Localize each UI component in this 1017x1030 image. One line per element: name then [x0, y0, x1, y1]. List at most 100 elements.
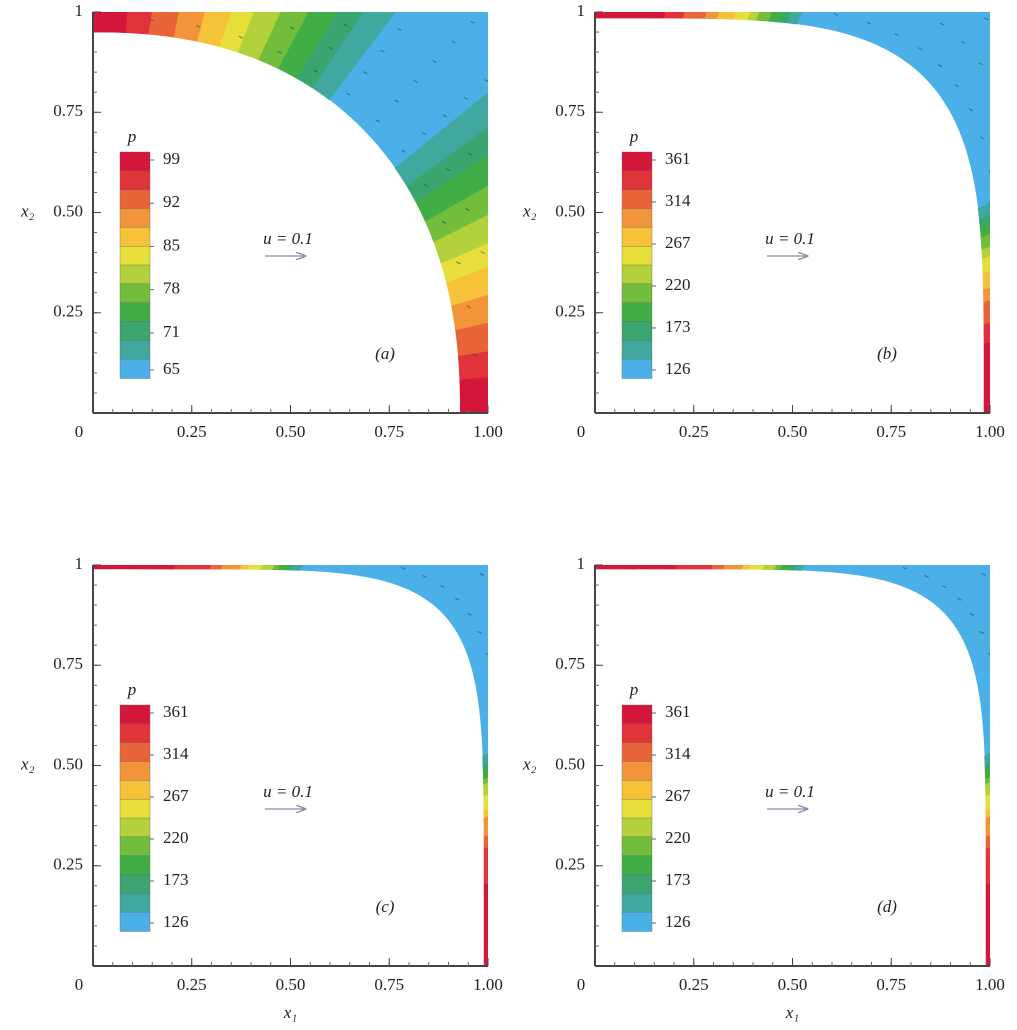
pressure-band: [458, 363, 488, 372]
velocity-vector: [833, 12, 839, 16]
pressure-band: [690, 12, 700, 19]
pressure-field: [595, 12, 990, 413]
pressure-band: [282, 12, 321, 73]
pressure-band: [296, 12, 342, 81]
pressure-band: [985, 800, 990, 811]
y-tick-label: 0.75: [53, 101, 83, 120]
colorbar-band: [119, 704, 151, 725]
pressure-band: [983, 314, 990, 325]
pressure-field: [93, 565, 488, 966]
pressure-band: [454, 318, 488, 331]
pressure-band: [697, 12, 707, 19]
pressure-band: [449, 282, 488, 300]
pressure-band: [460, 406, 488, 413]
colorbar-label: 126: [163, 912, 189, 931]
pressure-band: [980, 232, 990, 242]
pressure-band: [422, 176, 488, 219]
velocity-vector: [988, 170, 990, 172]
pressure-band: [755, 12, 764, 21]
velocity-vector: [238, 35, 244, 39]
panel: 0 0.25 0.50 0.75 1.00 0.25 0.50 0.75 1 x₂ p 361 314 2…: [522, 1, 1005, 441]
x-tick-label: 0: [577, 422, 586, 441]
pressure-band: [253, 565, 263, 570]
velocity-vector: [422, 574, 427, 578]
pressure-band: [982, 259, 990, 269]
velocity-vector: [375, 119, 380, 123]
pressure-band: [595, 565, 677, 570]
y-tick-label: 0.50: [53, 754, 83, 773]
velocity-vector: [968, 108, 974, 112]
velocity-vector: [957, 597, 962, 601]
pressure-band: [230, 565, 242, 570]
pressure-band: [288, 12, 329, 76]
colorbar-band: [119, 189, 151, 210]
pressure-band: [771, 12, 781, 23]
velocity-vector: [363, 71, 368, 75]
pressure-band: [985, 793, 990, 804]
pressure-band: [290, 565, 299, 571]
x-tick-label: 0.25: [679, 975, 709, 994]
pressure-band: [458, 359, 488, 368]
pressure-band: [147, 12, 156, 35]
colorbar-band: [119, 245, 151, 266]
pressure-band: [316, 12, 378, 94]
x-tick-label: 0.50: [778, 975, 808, 994]
x-tick-label: 0.75: [876, 422, 906, 441]
y-tick-label: 0.75: [555, 101, 585, 120]
pressure-band: [290, 12, 334, 78]
colorbar-band: [119, 855, 151, 876]
pressure-band: [483, 793, 488, 804]
pressure-band: [246, 565, 257, 570]
velocity-vector: [983, 17, 989, 21]
colorbar-label: 126: [665, 359, 691, 378]
pressure-band: [983, 299, 990, 310]
colorbar-label: 267: [665, 786, 691, 805]
pressure-band: [635, 12, 653, 19]
pressure-band: [767, 12, 777, 22]
x-tick-label: 1.00: [473, 975, 503, 994]
pressure-band: [459, 400, 488, 408]
y-tick-label: 0.75: [555, 654, 585, 673]
pressure-band: [441, 246, 488, 270]
y-tick-label: 0.25: [555, 302, 585, 321]
velocity-vector: [380, 49, 385, 53]
pressure-band: [295, 565, 303, 571]
pressure-band: [321, 12, 387, 97]
x-axis-label: x₁: [785, 1003, 799, 1022]
pressure-band: [978, 213, 990, 223]
pressure-band: [319, 12, 382, 95]
colorbar-band: [621, 742, 653, 763]
pressure-band: [437, 230, 488, 258]
pressure-band: [673, 12, 685, 19]
x-tick-label: 0.50: [276, 422, 306, 441]
pressure-band: [457, 346, 488, 357]
panel-label: (b): [877, 344, 897, 363]
y-tick-label: 0.75: [53, 654, 83, 673]
colorbar-band: [621, 893, 653, 913]
colorbar-band: [621, 340, 653, 360]
pressure-band: [775, 12, 785, 23]
colorbar-band: [119, 321, 151, 342]
velocity-vector: [954, 84, 960, 88]
pressure-band: [103, 12, 110, 33]
velocity-vector: [467, 152, 473, 156]
colorbar-band: [621, 855, 653, 876]
pressure-band: [978, 209, 990, 220]
pressure-band: [984, 766, 990, 775]
colorbar-label: 361: [163, 702, 189, 721]
pressure-band: [977, 202, 990, 213]
colorbar-band: [119, 911, 151, 932]
velocity-vector: [978, 62, 984, 66]
pressure-band: [451, 298, 488, 313]
pressure-band: [416, 158, 488, 208]
velocity-vector: [866, 21, 872, 25]
velocity-vector: [401, 149, 406, 153]
colorbar-band: [119, 170, 151, 191]
velocity-vector: [397, 28, 402, 32]
colorbar-label: 220: [665, 828, 691, 847]
pressure-band: [457, 350, 488, 360]
pressure-band: [459, 376, 488, 385]
x-tick-label: 0.75: [374, 422, 404, 441]
velocity-vector: [442, 114, 448, 118]
pressure-band: [696, 565, 713, 570]
